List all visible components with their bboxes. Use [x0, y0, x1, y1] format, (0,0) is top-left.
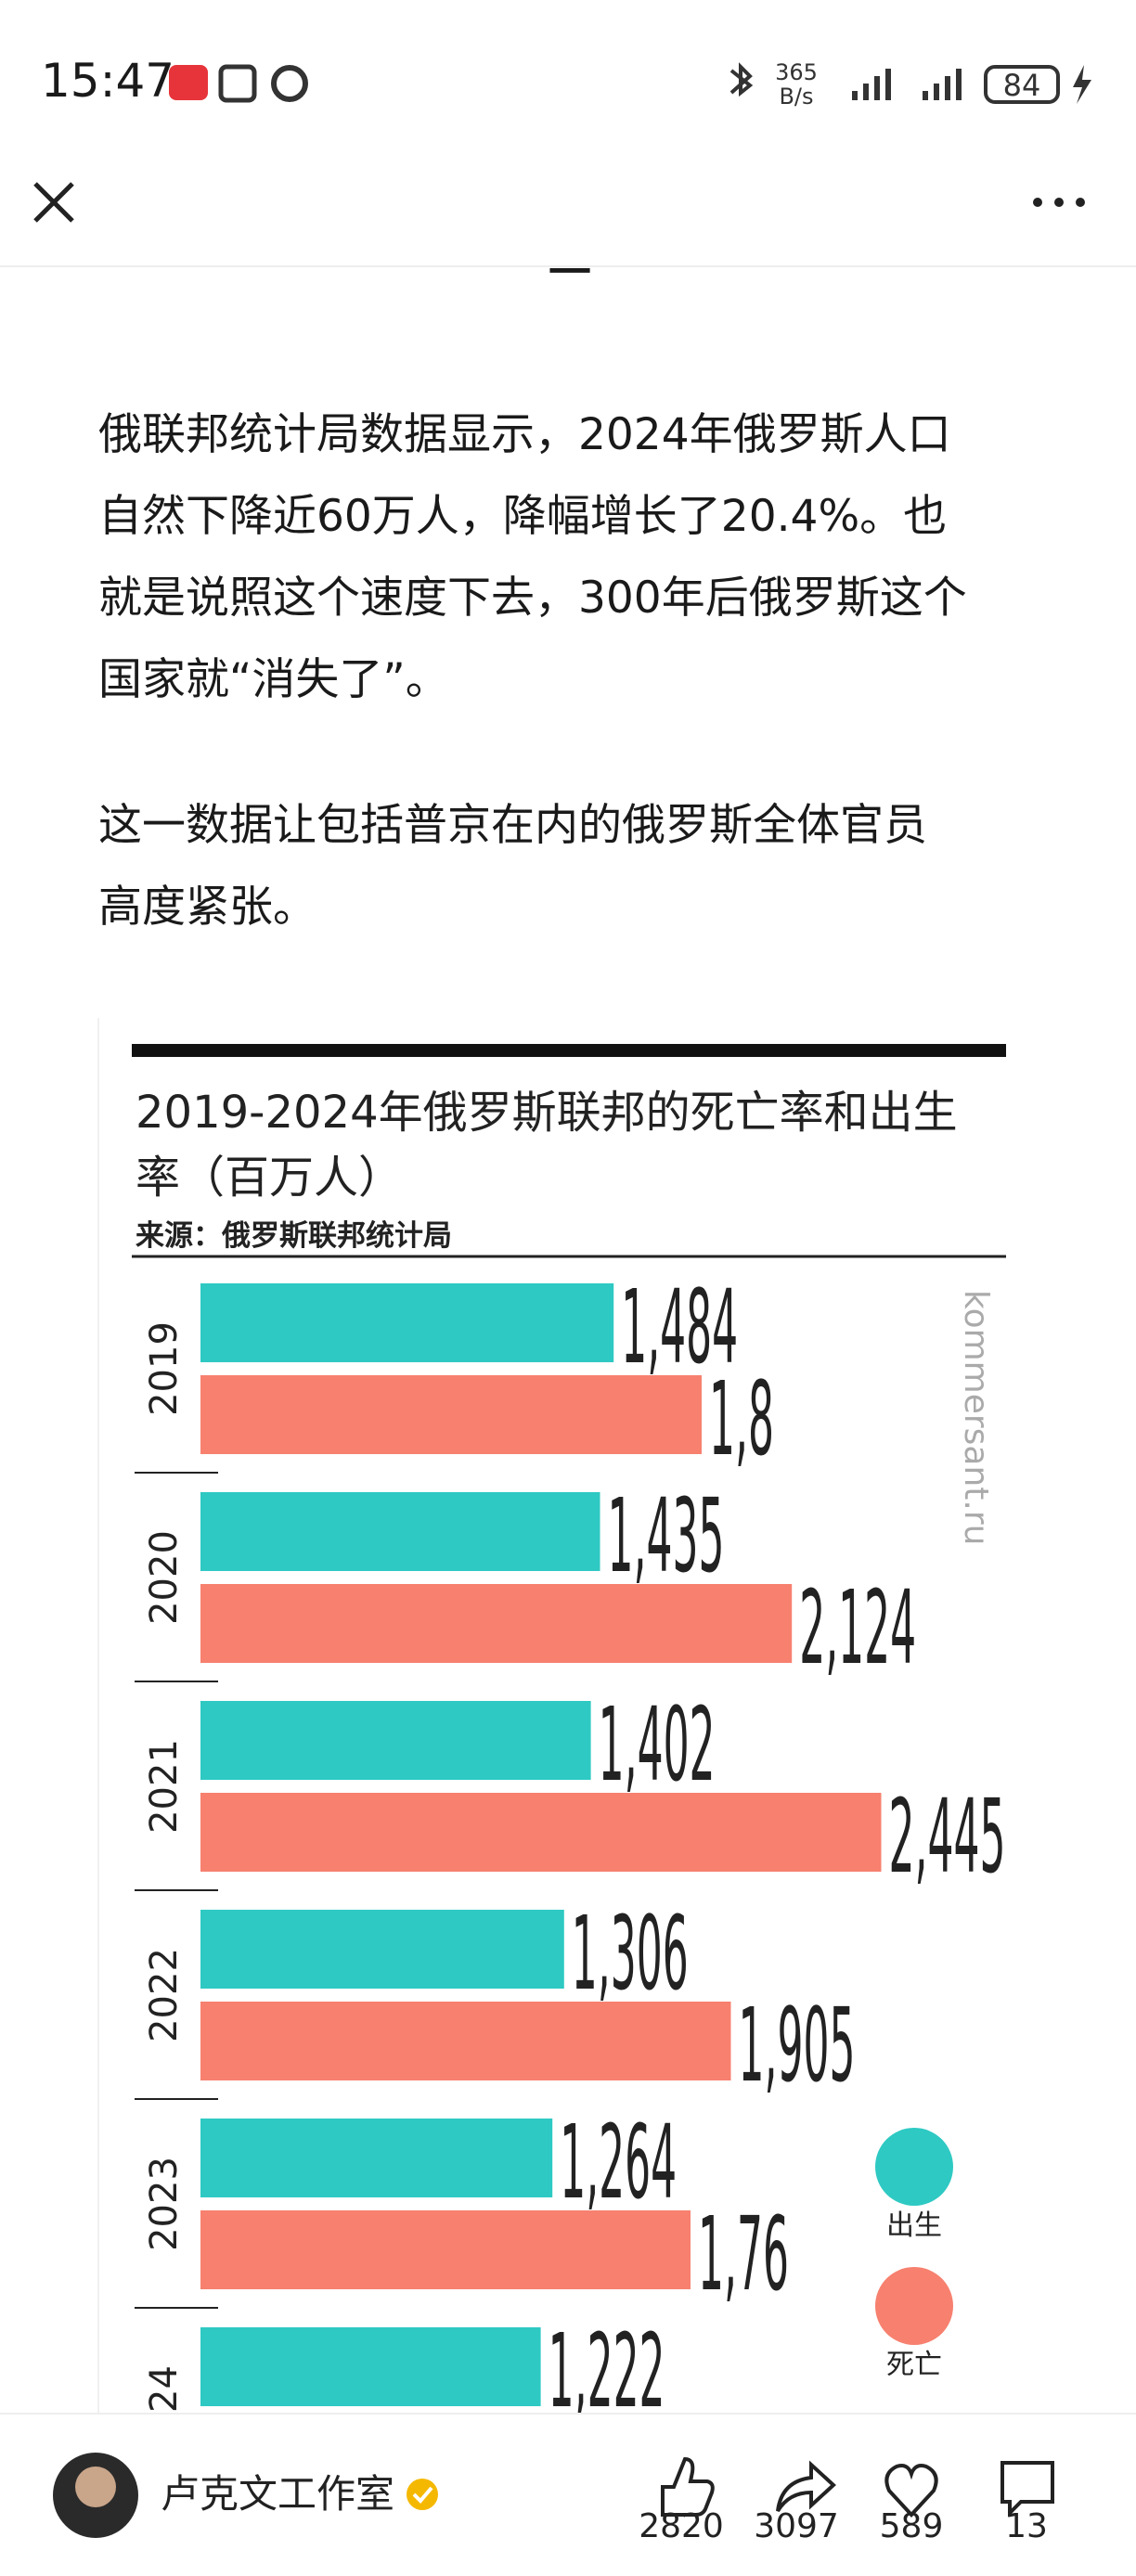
value-label: 1,905	[739, 1986, 856, 2106]
year-label: 2023	[143, 2157, 186, 2251]
charging-icon	[1073, 65, 1091, 104]
verified-badge	[407, 2479, 438, 2510]
legend-label: 死亡	[886, 2349, 942, 2381]
author-name[interactable]: 卢克文工作室	[161, 2471, 394, 2517]
year-label: 2021	[143, 1739, 186, 1834]
value-label: 1,435	[608, 1476, 725, 1596]
bar	[200, 1375, 702, 1454]
chart: 2019-2024年俄罗斯联邦的死亡率和出生 率（百万人） 来源：俄罗斯联邦统计…	[97, 1018, 1006, 2413]
chart-title: 率（百万人）	[136, 1152, 403, 1204]
net-unit: B/s	[779, 84, 813, 109]
status-icons: 365 B/s 84	[169, 59, 1091, 109]
bar	[200, 2210, 691, 2289]
paragraph-line: 就是说照这个速度下去，300年后俄罗斯这个	[98, 573, 967, 624]
chart-title: 2019-2024年俄罗斯联邦的死亡率和出生	[136, 1087, 958, 1139]
year-label: 2022	[143, 1948, 186, 2042]
share-count: 3097	[754, 2507, 839, 2545]
paragraph-line: 国家就“消失了”。	[98, 654, 449, 705]
chart-top-rule	[132, 1044, 1006, 1057]
value-label: 1,484	[621, 1268, 738, 1387]
legend-label: 出生	[886, 2209, 942, 2242]
battery-level: 84	[1003, 68, 1041, 103]
bar	[200, 1492, 600, 1571]
net-speed: 365	[775, 59, 818, 85]
bar	[200, 1793, 882, 1872]
footer: 卢克文工作室 2820 3097 589 13	[0, 2413, 1136, 2576]
share-button[interactable]	[776, 2460, 836, 2513]
bar	[200, 2002, 731, 2080]
chart-source: 来源：俄罗斯联邦统计局	[136, 1219, 452, 1253]
comment-button[interactable]	[1000, 2461, 1054, 2518]
signal-2	[923, 69, 962, 100]
bar	[200, 1283, 614, 1362]
year-label: 2020	[143, 1530, 186, 1625]
value-label: 1,8	[709, 1359, 774, 1479]
bar	[200, 2327, 541, 2406]
nfc-icon	[218, 64, 257, 103]
like-button[interactable]	[661, 2456, 715, 2517]
value-label: 1,402	[599, 1685, 716, 1805]
watermark: kommersant.ru	[957, 1290, 995, 1545]
app-icon	[169, 65, 208, 100]
year-label: 2024	[143, 2365, 186, 2413]
value-label: 2,445	[889, 1777, 1006, 1897]
paragraph-line: 这一数据让包括普京在内的俄罗斯全体官员	[98, 800, 927, 851]
bar	[200, 1910, 564, 1989]
alarm-icon	[271, 65, 308, 102]
like-count: 2820	[639, 2507, 724, 2545]
paragraph-line: 高度紧张。	[98, 882, 316, 933]
status-time: 15:47	[41, 54, 175, 108]
signal-1	[852, 69, 891, 100]
battery	[984, 65, 1060, 104]
paragraph: 这一数据让包括普京在内的俄罗斯全体官员 高度紧张。	[98, 785, 927, 948]
legend-swatch	[875, 2267, 953, 2345]
top-bar	[0, 182, 1136, 267]
value-label: 2,124	[799, 1568, 916, 1688]
bar	[200, 2119, 553, 2197]
legend-swatch	[875, 2128, 953, 2206]
paragraph: 俄联邦统计局数据显示，2024年俄罗斯人口 自然下降近60万人，降幅增长了20.4…	[98, 394, 967, 721]
value-label: 1,264	[560, 2103, 677, 2222]
value-label: 1,222	[549, 2312, 665, 2413]
paragraph-line: 自然下降近60万人，降幅增长了20.4%。也	[98, 491, 948, 542]
footer-bg	[0, 2413, 1136, 2576]
favorite-count: 589	[880, 2507, 944, 2545]
bar	[200, 1701, 591, 1780]
heading-fragment: 二	[542, 256, 598, 301]
favorite-button[interactable]	[884, 2464, 938, 2518]
close-button[interactable]	[33, 182, 74, 223]
badge-check	[412, 2486, 433, 2504]
value-label: 1,306	[572, 1894, 689, 2014]
value-label: 1,76	[698, 2195, 789, 2314]
year-label: 2019	[143, 1321, 186, 1416]
paragraph-line: 俄联邦统计局数据显示，2024年俄罗斯人口	[98, 409, 951, 460]
more-button[interactable]	[1033, 198, 1085, 207]
bluetooth-icon	[729, 62, 754, 97]
bar	[200, 1584, 793, 1663]
comment-count: 13	[1005, 2507, 1048, 2545]
avatar-face	[75, 2467, 116, 2507]
